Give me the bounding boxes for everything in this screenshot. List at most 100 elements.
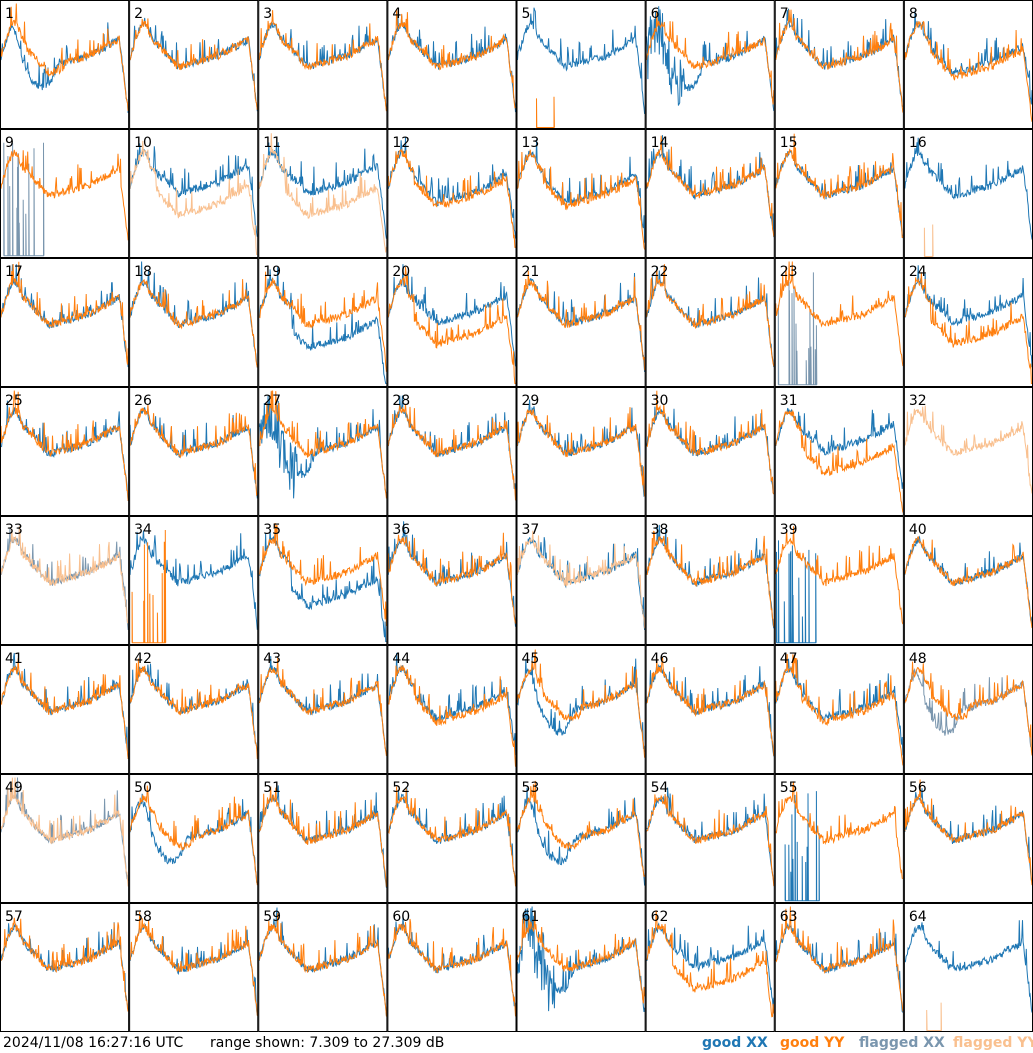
panel-label-39: 39	[780, 522, 798, 538]
panel-label-41: 41	[5, 651, 23, 667]
panel-border-21	[516, 258, 646, 387]
panel-border-58	[129, 903, 259, 1032]
panel-border-8	[903, 0, 1033, 129]
series-yy-42	[129, 658, 258, 760]
series-xx-20	[387, 264, 516, 367]
legend-flagged-xx: flagged XX	[859, 1035, 945, 1051]
series-xx-31	[775, 407, 904, 489]
panel-label-1: 1	[5, 6, 14, 22]
series-yy-9	[0, 149, 129, 241]
panel-63: 63	[774, 903, 904, 1032]
panel-border-37	[516, 516, 646, 645]
panel-56: 56	[903, 774, 1033, 903]
legend-flagged-yy: flagged YY	[953, 1035, 1033, 1051]
panel-6: 6	[645, 0, 775, 129]
panel-label-63: 63	[780, 909, 798, 925]
panel-27: 27	[258, 387, 388, 516]
panel-18: 18	[129, 258, 259, 387]
panel-label-4: 4	[392, 6, 401, 22]
series-xx-40	[904, 535, 1033, 628]
panel-border-17	[0, 258, 130, 387]
series-yy-16	[923, 224, 934, 257]
panel-border-35	[258, 516, 388, 645]
panel-46: 46	[645, 645, 775, 774]
panel-border-34	[129, 516, 259, 645]
panel-13: 13	[516, 129, 646, 258]
panel-label-3: 3	[263, 6, 272, 22]
panel-20: 20	[387, 258, 517, 387]
panel-58: 58	[129, 903, 259, 1032]
series-xx-39	[776, 540, 817, 644]
series-yy-3	[258, 10, 387, 112]
series-yy-55	[775, 781, 904, 880]
series-yy-22	[646, 264, 775, 367]
panel-border-57	[0, 903, 130, 1032]
panel-border-18	[129, 258, 259, 387]
panel-29: 29	[516, 387, 646, 516]
series-yy-20	[387, 267, 516, 384]
series-yy-11	[258, 133, 387, 253]
series-yy-39	[775, 526, 904, 625]
panel-17: 17	[0, 258, 130, 387]
panel-label-55: 55	[780, 780, 798, 796]
panel-59: 59	[258, 903, 388, 1032]
panel-16: 16	[903, 129, 1033, 258]
panel-label-5: 5	[522, 6, 531, 22]
series-yy-44	[387, 664, 516, 767]
series-yy-32	[904, 405, 1033, 494]
panel-label-8: 8	[909, 6, 918, 22]
panel-border-62	[645, 903, 775, 1032]
panel-label-27: 27	[263, 393, 281, 409]
panel-49: 49	[0, 774, 130, 903]
panel-label-28: 28	[392, 393, 410, 409]
panel-label-47: 47	[780, 651, 798, 667]
panel-border-54	[645, 774, 775, 903]
panel-21: 21	[516, 258, 646, 387]
panel-border-5	[516, 0, 646, 129]
series-yy-13	[517, 149, 646, 250]
panel-label-61: 61	[522, 909, 540, 925]
panel-label-32: 32	[909, 393, 927, 409]
panel-label-30: 30	[651, 393, 669, 409]
panel-40: 40	[903, 516, 1033, 645]
series-xx-9	[3, 142, 45, 257]
series-yy-62	[646, 910, 775, 1018]
panel-label-17: 17	[5, 264, 23, 280]
panel-label-60: 60	[392, 909, 410, 925]
panel-14: 14	[645, 129, 775, 258]
series-xx-7	[775, 8, 904, 107]
panel-label-38: 38	[651, 522, 669, 538]
series-yy-21	[517, 270, 646, 371]
panel-border-45	[516, 645, 646, 774]
series-yy-59	[258, 913, 387, 1017]
series-xx-11	[258, 142, 387, 239]
series-yy-40	[904, 536, 1033, 629]
series-yy-57	[0, 917, 129, 1012]
panel-24: 24	[903, 258, 1033, 387]
series-yy-23	[775, 261, 904, 367]
series-yy-27	[259, 390, 387, 499]
panel-label-26: 26	[134, 393, 152, 409]
panel-label-49: 49	[5, 780, 23, 796]
series-yy-53	[517, 780, 646, 877]
panel-label-22: 22	[651, 264, 669, 280]
panel-border-39	[774, 516, 904, 645]
panel-8: 8	[903, 0, 1033, 129]
panel-label-57: 57	[5, 909, 23, 925]
panel-border-61	[516, 903, 646, 1032]
panel-label-62: 62	[651, 909, 669, 925]
panel-label-44: 44	[392, 651, 410, 667]
panel-border-41	[0, 645, 130, 774]
panel-label-37: 37	[522, 522, 540, 538]
panel-47: 47	[774, 645, 904, 774]
panel-label-14: 14	[651, 135, 669, 151]
panel-4: 4	[387, 0, 517, 129]
panel-26: 26	[129, 387, 259, 516]
series-xx-3	[258, 22, 387, 111]
series-yy-37	[517, 530, 646, 629]
panel-label-36: 36	[392, 522, 410, 538]
series-yy-12	[387, 149, 516, 248]
series-yy-51	[258, 786, 387, 887]
panel-28: 28	[387, 387, 517, 516]
